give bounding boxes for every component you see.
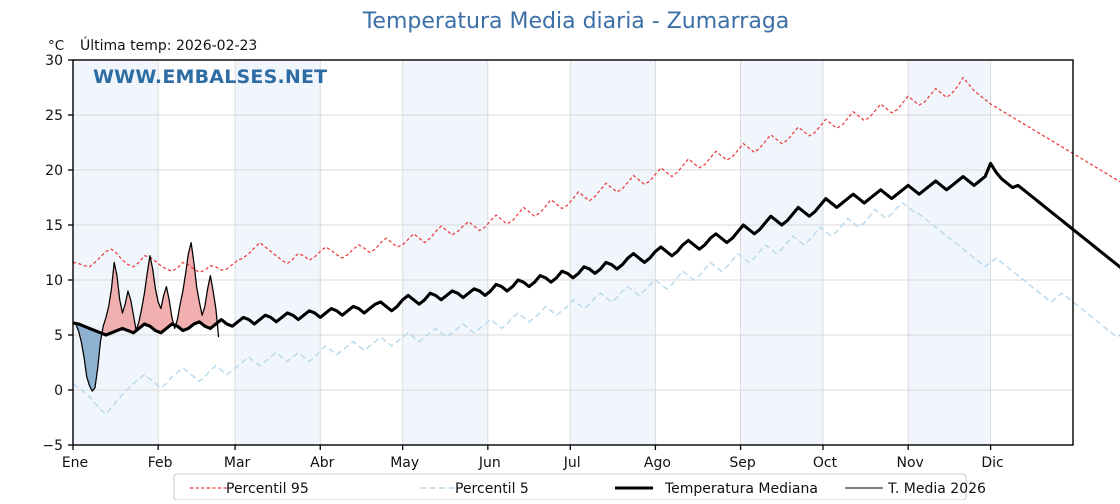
last-temp-label: Última temp: 2026-02-23 xyxy=(80,36,257,54)
series-t-media-2026 xyxy=(72,241,220,392)
month-band-Jul xyxy=(570,60,656,445)
xtick-label-Mar: Mar xyxy=(224,455,251,471)
series-percentil-5 xyxy=(72,202,1120,416)
ytick-label-10: 10 xyxy=(45,273,63,289)
ytick-label--5: −5 xyxy=(42,438,63,454)
xtick-label-Feb: Feb xyxy=(148,455,173,471)
ytick-label-30: 30 xyxy=(45,53,63,69)
y-axis-unit-label: °C xyxy=(48,38,64,54)
ytick-label-20: 20 xyxy=(45,163,63,179)
watermark: WWW.EMBALSES.NET xyxy=(93,66,327,88)
ytick-label-0: 0 xyxy=(54,383,63,399)
month-band-Mar xyxy=(235,60,321,445)
ytick-label-25: 25 xyxy=(45,108,63,124)
fill-above-median xyxy=(177,242,219,338)
legend-label-1[interactable]: Percentil 5 xyxy=(455,481,529,497)
xtick-label-Dic: Dic xyxy=(981,455,1003,471)
legend-label-3[interactable]: T. Media 2026 xyxy=(887,481,986,497)
month-band-Nov xyxy=(908,60,991,445)
series-temperatura-mediana xyxy=(72,161,1120,337)
month-band-Oct xyxy=(823,60,909,445)
month-band-May xyxy=(402,60,488,445)
xtick-label-May: May xyxy=(390,455,419,471)
xtick-label-Ene: Ene xyxy=(62,455,88,471)
xtick-label-Jul: Jul xyxy=(563,455,581,471)
plot-frame xyxy=(72,59,1074,446)
xtick-label-Abr: Abr xyxy=(310,455,334,471)
xtick-label-Oct: Oct xyxy=(813,455,838,471)
month-band-Sep xyxy=(740,60,823,445)
xtick-label-Ago: Ago xyxy=(644,455,671,471)
ytick-label-15: 15 xyxy=(45,218,63,234)
ytick-label-5: 5 xyxy=(54,328,63,344)
fill-above-median xyxy=(103,255,175,335)
month-band-Dic xyxy=(990,60,1073,445)
page-title: Temperatura Media diaria - Zumarraga xyxy=(362,9,790,34)
xtick-label-Sep: Sep xyxy=(729,455,756,471)
xtick-label-Jun: Jun xyxy=(478,455,501,471)
month-band-Abr xyxy=(320,60,403,445)
legend-label-2[interactable]: Temperatura Mediana xyxy=(664,481,818,497)
xtick-label-Nov: Nov xyxy=(897,455,924,471)
month-band-Jun xyxy=(487,60,571,445)
month-band-Feb xyxy=(158,60,236,445)
legend-label-0[interactable]: Percentil 95 xyxy=(226,481,309,497)
